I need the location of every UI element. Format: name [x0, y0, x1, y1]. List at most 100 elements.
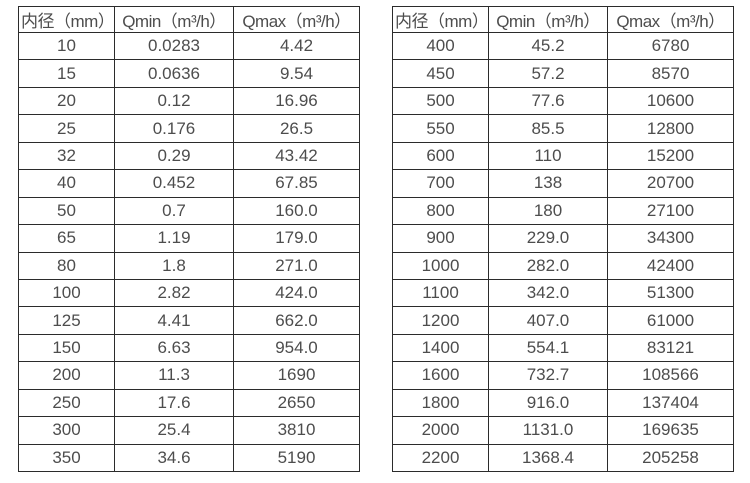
table-row: 550 85.5 12800 [392, 114, 734, 143]
table-cell: 2.82 [114, 278, 234, 308]
table-row: 350 34.6 5190 [18, 443, 360, 473]
table-cell: 40 [18, 169, 115, 198]
table-cell: 1.8 [114, 251, 234, 280]
table-cell: 800 [392, 196, 489, 226]
flow-table-large-diameters: 内径（mm） Qmin（m³/h） Qmax（m³/h） 400 45.2 6780… [392, 6, 734, 473]
table-cell: 34.6 [114, 443, 234, 473]
table-cell: 6.63 [114, 333, 234, 363]
table-row: 125 4.41 662.0 [18, 306, 360, 335]
table-cell: 2200 [392, 443, 489, 473]
table-cell: 50 [18, 196, 115, 226]
table-cell: 400 [392, 31, 489, 61]
table-cell: 300 [18, 416, 115, 445]
table-cell: 9.54 [233, 59, 360, 88]
table-row: 150 6.63 954.0 [18, 333, 360, 363]
table-cell: 169635 [607, 416, 734, 445]
table-row: 20 0.12 16.96 [18, 86, 360, 116]
table-cell: 6780 [607, 31, 734, 61]
header-inner-diameter: 内径（mm） [392, 6, 489, 33]
table-row: 15 0.0636 9.54 [18, 59, 360, 88]
table-cell: 662.0 [233, 306, 360, 335]
table-row: 2000 1131.0 169635 [392, 416, 734, 445]
table-cell: 1368.4 [488, 443, 608, 473]
table-cell: 0.29 [114, 141, 234, 171]
table-cell: 10600 [607, 86, 734, 116]
table-cell: 20700 [607, 169, 734, 198]
table-cell: 34300 [607, 224, 734, 253]
table-cell: 17.6 [114, 388, 234, 418]
table-cell: 554.1 [488, 333, 608, 363]
table-cell: 179.0 [233, 224, 360, 253]
table-cell: 550 [392, 114, 489, 143]
table-row: 25 0.176 26.5 [18, 114, 360, 143]
table-row: 100 2.82 424.0 [18, 278, 360, 308]
table-cell: 10 [18, 31, 115, 61]
table-cell: 4.42 [233, 31, 360, 61]
table-row: 1000 282.0 42400 [392, 251, 734, 280]
table-cell: 125 [18, 306, 115, 335]
table-cell: 916.0 [488, 388, 608, 418]
table-row: 300 25.4 3810 [18, 416, 360, 445]
table-cell: 1800 [392, 388, 489, 418]
table-row: 200 11.3 1690 [18, 361, 360, 390]
table-row: 50 0.7 160.0 [18, 196, 360, 226]
flow-table-small-diameters: 内径（mm） Qmin（m³/h） Qmax（m³/h） 10 0.0283 4.4… [18, 6, 360, 473]
table-cell: 83121 [607, 333, 734, 363]
table-cell: 15200 [607, 141, 734, 171]
table-cell: 5190 [233, 443, 360, 473]
table-cell: 4.41 [114, 306, 234, 335]
table-row: 80 1.8 271.0 [18, 251, 360, 280]
table-cell: 108566 [607, 361, 734, 390]
header-inner-diameter: 内径（mm） [18, 6, 115, 33]
table-cell: 20 [18, 86, 115, 116]
table-cell: 12800 [607, 114, 734, 143]
header-qmax: Qmax（m³/h） [233, 6, 360, 33]
table-cell: 205258 [607, 443, 734, 473]
table-cell: 450 [392, 59, 489, 88]
table-cell: 160.0 [233, 196, 360, 226]
table-cell: 15 [18, 59, 115, 88]
table-cell: 282.0 [488, 251, 608, 280]
table-cell: 954.0 [233, 333, 360, 363]
table-header-row: 内径（mm） Qmin（m³/h） Qmax（m³/h） [18, 6, 360, 33]
table-row: 400 45.2 6780 [392, 31, 734, 61]
table-cell: 1690 [233, 361, 360, 390]
table-row: 10 0.0283 4.42 [18, 31, 360, 61]
table-cell: 150 [18, 333, 115, 363]
table-cell: 180 [488, 196, 608, 226]
table-cell: 43.42 [233, 141, 360, 171]
table-cell: 61000 [607, 306, 734, 335]
table-cell: 0.0636 [114, 59, 234, 88]
table-cell: 732.7 [488, 361, 608, 390]
table-row: 600 110 15200 [392, 141, 734, 171]
table-cell: 0.452 [114, 169, 234, 198]
table-cell: 1100 [392, 278, 489, 308]
table-cell: 342.0 [488, 278, 608, 308]
header-qmax: Qmax（m³/h） [607, 6, 734, 33]
table-cell: 1600 [392, 361, 489, 390]
table-cell: 271.0 [233, 251, 360, 280]
table-cell: 25.4 [114, 416, 234, 445]
table-cell: 25 [18, 114, 115, 143]
header-qmin: Qmin（m³/h） [114, 6, 234, 33]
table-row: 32 0.29 43.42 [18, 141, 360, 171]
table-cell: 57.2 [488, 59, 608, 88]
table-cell: 600 [392, 141, 489, 171]
table-cell: 26.5 [233, 114, 360, 143]
table-row: 1400 554.1 83121 [392, 333, 734, 363]
table-cell: 1400 [392, 333, 489, 363]
table-cell: 65 [18, 224, 115, 253]
table-cell: 51300 [607, 278, 734, 308]
table-row: 1100 342.0 51300 [392, 278, 734, 308]
table-cell: 229.0 [488, 224, 608, 253]
table-cell: 1.19 [114, 224, 234, 253]
table-row: 1200 407.0 61000 [392, 306, 734, 335]
table-cell: 900 [392, 224, 489, 253]
table-cell: 138 [488, 169, 608, 198]
table-row: 800 180 27100 [392, 196, 734, 226]
table-cell: 2650 [233, 388, 360, 418]
table-cell: 0.0283 [114, 31, 234, 61]
table-cell: 137404 [607, 388, 734, 418]
table-row: 1800 916.0 137404 [392, 388, 734, 418]
